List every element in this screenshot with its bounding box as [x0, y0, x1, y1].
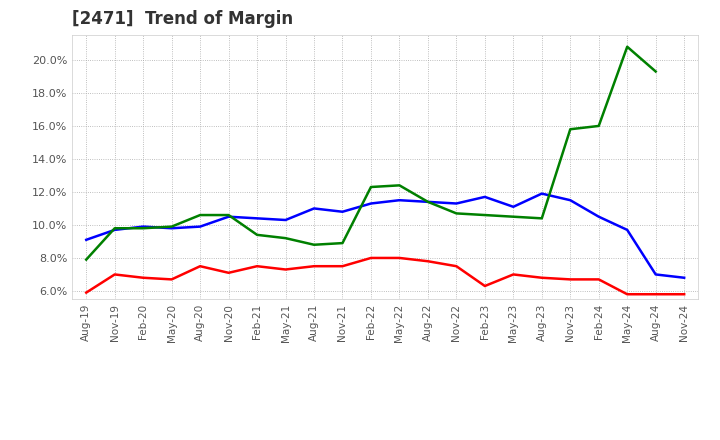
Operating Cashflow: [366, 184, 375, 190]
Net Income: [110, 272, 119, 277]
Net Income: [537, 275, 546, 280]
Operating Cashflow: [167, 224, 176, 229]
Net Income: [167, 277, 176, 282]
Operating Cashflow: [480, 213, 489, 218]
Ordinary Income: [509, 204, 518, 209]
Operating Cashflow: [110, 226, 119, 231]
Operating Cashflow: [395, 183, 404, 188]
Ordinary Income: [366, 201, 375, 206]
Ordinary Income: [566, 198, 575, 203]
Net Income: [366, 255, 375, 260]
Net Income: [225, 270, 233, 275]
Operating Cashflow: [282, 235, 290, 241]
Net Income: [139, 275, 148, 280]
Ordinary Income: [282, 217, 290, 223]
Operating Cashflow: [82, 257, 91, 262]
Ordinary Income: [167, 226, 176, 231]
Operating Cashflow: [652, 69, 660, 74]
Ordinary Income: [423, 199, 432, 205]
Ordinary Income: [652, 272, 660, 277]
Ordinary Income: [110, 227, 119, 232]
Ordinary Income: [196, 224, 204, 229]
Net Income: [196, 264, 204, 269]
Net Income: [423, 259, 432, 264]
Operating Cashflow: [196, 213, 204, 218]
Ordinary Income: [452, 201, 461, 206]
Operating Cashflow: [595, 123, 603, 128]
Net Income: [680, 292, 688, 297]
Operating Cashflow: [623, 44, 631, 49]
Net Income: [595, 277, 603, 282]
Ordinary Income: [623, 227, 631, 232]
Net Income: [282, 267, 290, 272]
Operating Cashflow: [225, 213, 233, 218]
Ordinary Income: [139, 224, 148, 229]
Net Income: [652, 292, 660, 297]
Ordinary Income: [310, 206, 318, 211]
Ordinary Income: [480, 194, 489, 200]
Ordinary Income: [680, 275, 688, 280]
Net Income: [623, 292, 631, 297]
Ordinary Income: [225, 214, 233, 220]
Line: Net Income: Net Income: [86, 258, 684, 294]
Text: [2471]  Trend of Margin: [2471] Trend of Margin: [72, 10, 293, 28]
Operating Cashflow: [509, 214, 518, 220]
Operating Cashflow: [310, 242, 318, 247]
Line: Ordinary Income: Ordinary Income: [86, 194, 684, 278]
Ordinary Income: [595, 214, 603, 220]
Operating Cashflow: [253, 232, 261, 238]
Operating Cashflow: [423, 199, 432, 205]
Net Income: [452, 264, 461, 269]
Operating Cashflow: [139, 226, 148, 231]
Ordinary Income: [395, 198, 404, 203]
Operating Cashflow: [537, 216, 546, 221]
Net Income: [509, 272, 518, 277]
Net Income: [310, 264, 318, 269]
Operating Cashflow: [338, 240, 347, 246]
Net Income: [566, 277, 575, 282]
Ordinary Income: [338, 209, 347, 214]
Ordinary Income: [82, 237, 91, 242]
Net Income: [480, 283, 489, 289]
Net Income: [395, 255, 404, 260]
Ordinary Income: [253, 216, 261, 221]
Operating Cashflow: [566, 127, 575, 132]
Ordinary Income: [537, 191, 546, 196]
Net Income: [82, 290, 91, 295]
Operating Cashflow: [452, 211, 461, 216]
Line: Operating Cashflow: Operating Cashflow: [86, 47, 656, 260]
Net Income: [253, 264, 261, 269]
Net Income: [338, 264, 347, 269]
